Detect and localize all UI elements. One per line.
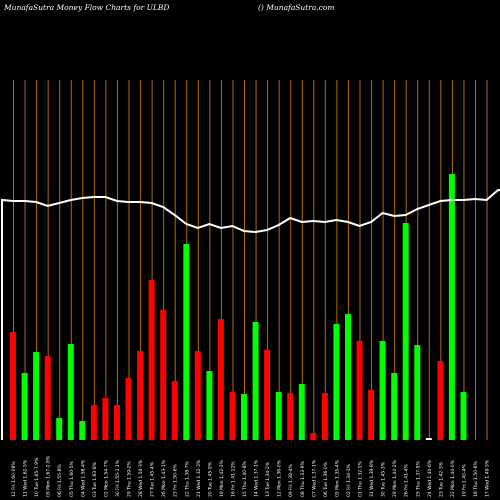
money-flow-bar: [44, 356, 51, 440]
money-flow-bar: [333, 324, 340, 440]
x-tick-label: 11 Wed 1.62-5%: [23, 459, 29, 497]
x-tick-label: 28 Wed 1.54-3%: [138, 459, 144, 497]
x-tick-label: 10 Tue 1.65-7.9%: [34, 457, 40, 497]
x-tick-label: 23 Fri 1.50-6%: [173, 464, 179, 497]
x-tick-label: 12 Mon 1.36-0%: [277, 459, 283, 497]
money-flow-bar: [402, 223, 409, 440]
x-tick-label: 02 Fri 1.34-1%: [346, 464, 352, 497]
x-tick-label: 09 Mon 1.67-2.8%: [46, 455, 52, 497]
site-name: () MunafaSutra.com: [258, 3, 335, 12]
money-flow-bar: [264, 350, 271, 440]
x-tick-label: 04 Wed 1.58-4%: [80, 459, 86, 497]
money-flow-bar: [356, 341, 363, 440]
x-tick-label: 31 Wed 1.39-8%: [369, 459, 375, 497]
x-tick-label: 05 Mon 1.35-4%: [334, 459, 340, 497]
money-flow-bar: [345, 314, 351, 440]
x-tick-label: 16 Fri 1.41-12%: [230, 461, 236, 497]
x-tick-label: 29 Thu 1.59-2%: [127, 460, 133, 497]
x-tick-label: 21 Wed 1.32-3%: [196, 459, 202, 497]
money-flow-bar: [425, 438, 432, 440]
x-tick-label: 23 Tue 1.42-3%: [438, 461, 444, 497]
x-tick-label: 19 Mon 1.42-3%: [219, 459, 225, 497]
money-flow-bar: [229, 392, 236, 440]
x-tick-label: 06 Tue 1.36-0%: [323, 461, 329, 497]
money-flow-bar: [275, 392, 282, 440]
x-tick-label: 17 Wed 1.49-5%: [485, 459, 491, 497]
money-flow-bar: [298, 384, 305, 440]
x-tick-label: 22 Mon 1.44-0%: [450, 459, 456, 497]
x-tick-label: 26 Fri 1.41-4%: [404, 464, 410, 497]
x-tick-label: 15 Thu 1.40-8%: [242, 460, 248, 497]
money-flow-bar: [391, 373, 398, 440]
money-flow-bar: [252, 322, 259, 440]
x-tick-label: 05 Thu 1.60-5%: [69, 460, 75, 497]
money-flow-bar: [379, 341, 386, 440]
money-flow-bar: [90, 405, 97, 440]
x-tick-label: 24 Wed 1.40-6%: [427, 459, 433, 497]
x-tick-label: 07 Wed 1.37-1%: [311, 459, 317, 497]
money-flow-bar: [102, 398, 109, 440]
money-flow-bar: [183, 244, 190, 440]
x-tick-label: 06 Fri 1.55-8%: [57, 464, 63, 497]
x-tick-label: 13 Tue 1.34-2%: [265, 461, 271, 497]
x-tick-label: 27 Tue 1.45-4%: [150, 461, 156, 497]
x-tick-label: 30 Tue 1.45-3%: [381, 461, 387, 497]
x-tick-label: 22 Thu 1.38-7%: [184, 460, 190, 497]
money-flow-bar: [241, 394, 247, 440]
x-tick-label: 18 Thu 1.50-6%: [473, 460, 479, 497]
money-flow-bar: [206, 371, 213, 440]
money-flow-bar: [460, 392, 467, 440]
money-flow-bar: [437, 361, 444, 440]
x-tick-label: 29 Mon 1.44-2%: [392, 459, 398, 497]
money-flow-bar: [321, 393, 328, 440]
money-flow-bar: [171, 381, 178, 440]
x-tick-label: 01 Thu 1.32-1%: [358, 460, 364, 497]
money-flow-bar: [194, 351, 201, 440]
money-flow-bar: [287, 393, 294, 440]
x-tick-label: 03 Tue 1.63-8%: [92, 461, 98, 497]
money-flow-bar: [56, 418, 63, 440]
money-flow-bar: [114, 405, 120, 440]
money-flow-bar: [414, 345, 421, 440]
money-flow-bar: [448, 174, 455, 440]
money-flow-bar: [148, 280, 155, 440]
chart-title: MunafaSutra Money Flow Charts for ULBD: [4, 3, 170, 12]
money-flow-bar: [67, 344, 74, 440]
x-tick-label: 09 Fri 1.38-4%: [288, 464, 294, 497]
money-flow-bar: [368, 390, 375, 440]
x-tick-label: 26 Mon 1.43-1%: [161, 459, 167, 497]
x-tick-label: 08 Thu 1.33-9%: [300, 460, 306, 497]
money-flow-bar: [21, 373, 28, 440]
x-tick-label: 19 Fri 1.40-4%: [461, 464, 467, 497]
money-flow-bar: [137, 351, 144, 440]
money-flow-bar: [79, 421, 86, 440]
x-tick-label: 25 Thu 1.37-9%: [415, 460, 421, 497]
x-tick-label: 30 Fri 1.55-1.1%: [115, 459, 121, 497]
x-tick-label: 02 Mon 1.54-7%: [103, 459, 109, 497]
money-flow-bar: [33, 352, 40, 440]
x-tick-label: 20 Tue 1.45-9%: [207, 461, 213, 497]
money-flow-bar: [125, 378, 132, 440]
price-line: [0, 188, 500, 440]
x-tick-label: 12 Fri 1.60-08%: [11, 461, 17, 497]
x-tick-label: 14 Wed 1.37-1%: [254, 459, 260, 497]
money-flow-bar: [217, 319, 224, 440]
money-flow-bar: [160, 310, 167, 440]
money-flow-bar: [310, 433, 317, 440]
money-flow-bar: [10, 332, 16, 440]
